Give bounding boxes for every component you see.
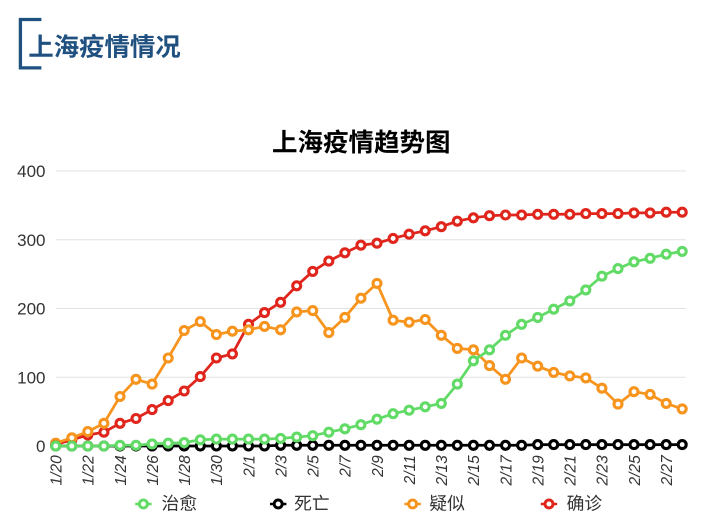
- svg-text:200: 200: [17, 300, 45, 319]
- svg-text:100: 100: [17, 368, 45, 387]
- svg-text:2/25: 2/25: [627, 455, 644, 487]
- svg-text:1/26: 1/26: [145, 455, 162, 486]
- svg-text:2/13: 2/13: [434, 455, 451, 487]
- svg-text:1/24: 1/24: [113, 455, 130, 486]
- svg-text:2/11: 2/11: [402, 455, 419, 485]
- svg-text:2/5: 2/5: [306, 455, 323, 478]
- svg-text:2/27: 2/27: [659, 454, 676, 487]
- svg-text:2/17: 2/17: [498, 454, 515, 487]
- svg-text:1/28: 1/28: [177, 455, 194, 486]
- svg-text:1/30: 1/30: [209, 455, 226, 486]
- svg-text:2/3: 2/3: [273, 455, 290, 478]
- svg-text:2/1: 2/1: [241, 455, 258, 478]
- svg-text:2/15: 2/15: [466, 455, 483, 487]
- svg-text:1/20: 1/20: [49, 455, 66, 486]
- svg-text:2/23: 2/23: [595, 455, 612, 487]
- svg-text:0: 0: [36, 437, 45, 456]
- svg-text:300: 300: [17, 231, 45, 250]
- svg-text:400: 400: [17, 162, 45, 181]
- svg-text:2/7: 2/7: [338, 454, 355, 478]
- svg-text:2/21: 2/21: [563, 455, 580, 486]
- svg-text:2/9: 2/9: [370, 455, 387, 478]
- svg-text:2/19: 2/19: [531, 455, 548, 487]
- svg-text:1/22: 1/22: [81, 455, 98, 486]
